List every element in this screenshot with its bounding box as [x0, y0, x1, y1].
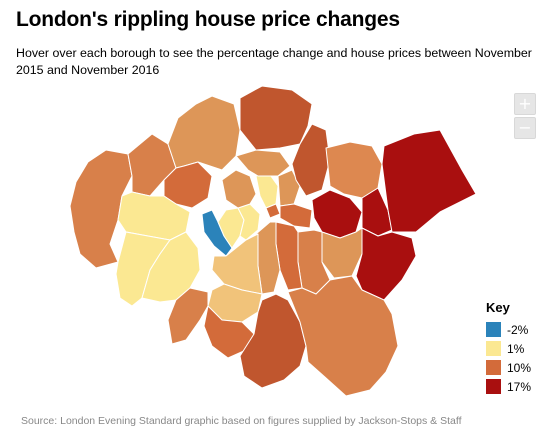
borough-wandsworth[interactable]	[211, 233, 263, 295]
borough-bexley[interactable]	[355, 227, 417, 301]
page-title: London's rippling house price changes	[16, 8, 400, 31]
key-swatch	[486, 341, 501, 356]
map-key: Key -2% 1% 10% 17%	[486, 300, 531, 396]
borough-newham[interactable]	[311, 189, 363, 239]
key-item: 10%	[486, 358, 531, 377]
subtitle: Hover over each borough to see the perce…	[16, 46, 532, 77]
borough-barnet[interactable]	[167, 95, 241, 171]
key-swatch	[486, 322, 501, 337]
borough-croydon[interactable]	[239, 293, 307, 389]
key-item: 1%	[486, 339, 531, 358]
zoom-in-button[interactable]: +	[514, 93, 536, 115]
borough-haringey[interactable]	[235, 149, 291, 177]
borough-hackney[interactable]	[277, 169, 301, 207]
borough-bromley[interactable]	[287, 275, 399, 397]
borough-kingston[interactable]	[167, 287, 209, 345]
source-credit: Source: London Evening Standard graphic …	[21, 415, 462, 427]
key-swatch	[486, 379, 501, 394]
borough-islington[interactable]	[255, 171, 279, 209]
key-label: -2%	[507, 322, 529, 337]
borough-tower-hamlets[interactable]	[279, 203, 313, 229]
key-label: 1%	[507, 341, 525, 356]
key-swatch	[486, 360, 501, 375]
borough-camden[interactable]	[221, 169, 257, 209]
key-item: 17%	[486, 377, 531, 396]
borough-waltham-forest[interactable]	[291, 123, 331, 197]
borough-havering[interactable]	[381, 129, 477, 233]
borough-redbridge[interactable]	[325, 141, 383, 199]
key-item: -2%	[486, 320, 531, 339]
borough-southwark[interactable]	[275, 221, 303, 291]
key-label: 17%	[507, 379, 532, 394]
key-label: 10%	[507, 360, 532, 375]
key-title: Key	[486, 300, 510, 315]
borough-westminster[interactable]	[237, 203, 261, 241]
zoom-out-button[interactable]: −	[514, 117, 536, 139]
borough-enfield[interactable]	[239, 85, 313, 151]
